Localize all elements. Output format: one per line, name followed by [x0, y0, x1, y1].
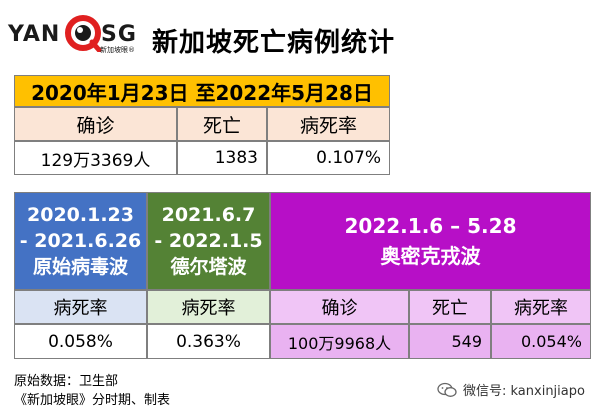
- wave-delta-period-start: 2021.6.7: [161, 204, 256, 226]
- logo-text-yan: YAN: [8, 22, 61, 47]
- overall-value-deaths: 1383: [177, 141, 267, 175]
- wave-delta-label-cfr: 病死率: [147, 290, 270, 324]
- wave-omicron-value-cfr: 0.054%: [491, 324, 591, 359]
- wave-delta-name: 德尔塔波: [170, 256, 247, 278]
- wave-original-value-cfr: 0.058%: [14, 324, 147, 359]
- overall-label-deaths: 死亡: [177, 107, 267, 141]
- wave-omicron-label-cfr: 病死率: [491, 290, 591, 324]
- wave-omicron-label-deaths: 死亡: [409, 290, 491, 324]
- page-title: 新加坡死亡病例统计: [152, 28, 396, 58]
- logo-text-sg: SG: [101, 22, 137, 47]
- wave-original-header: 2020.1.23 - 2021.6.26 原始病毒波: [14, 192, 147, 290]
- wave-original-label-cfr: 病死率: [14, 290, 147, 324]
- wechat-watermark: 微信号: kanxinjiapo: [437, 380, 585, 399]
- wave-omicron-header: 2022.1.6 – 5.28 奥密克戎波: [270, 192, 591, 290]
- overall-value-cfr: 0.107%: [267, 141, 390, 175]
- logo-eye-icon: [65, 15, 102, 52]
- wave-omicron-value-confirmed: 100万9968人: [270, 324, 409, 359]
- wechat-icon: [437, 382, 457, 397]
- source-note: 原始数据：卫生部: [14, 374, 119, 389]
- overall-period: 2020年1月23日 至2022年5月28日: [14, 75, 390, 107]
- wave-omicron-name: 奥密克戎波: [380, 244, 481, 268]
- overall-value-confirmed: 129万3369人: [14, 141, 177, 175]
- wave-omicron-period: 2022.1.6 – 5.28: [344, 214, 517, 238]
- wave-omicron-label-confirmed: 确诊: [270, 290, 409, 324]
- wave-original-name: 原始病毒波: [32, 256, 128, 278]
- credit-note: 《新加坡眼》分时期、制表: [14, 393, 171, 408]
- wechat-id: 微信号: kanxinjiapo: [463, 384, 585, 399]
- overall-label-cfr: 病死率: [267, 107, 390, 141]
- wave-delta-value-cfr: 0.363%: [147, 324, 270, 359]
- wave-delta-header: 2021.6.7 - 2022.1.5 德尔塔波: [147, 192, 270, 290]
- wave-original-period-end: - 2021.6.26: [19, 230, 142, 252]
- logo-subtitle: 新加坡眼®: [100, 46, 135, 54]
- overall-label-confirmed: 确诊: [14, 107, 177, 141]
- wave-omicron-value-deaths: 549: [409, 324, 491, 359]
- wave-original-period-start: 2020.1.23: [27, 204, 134, 226]
- wave-delta-period-end: - 2022.1.5: [154, 230, 263, 252]
